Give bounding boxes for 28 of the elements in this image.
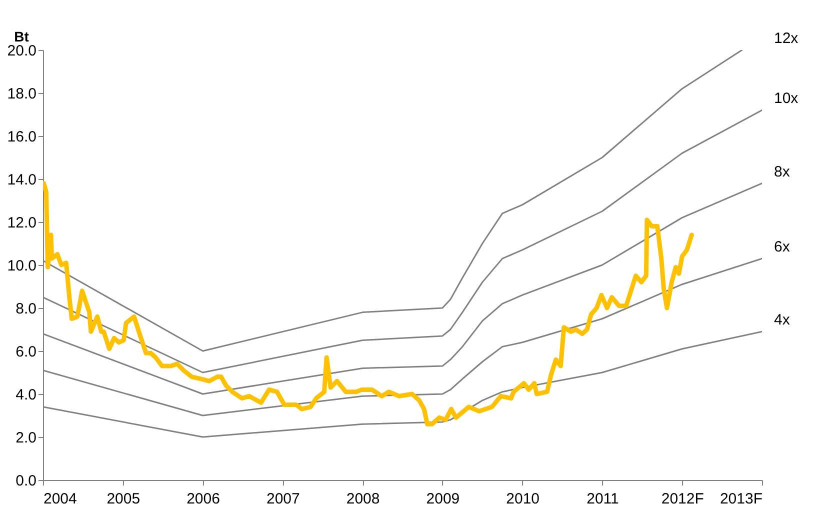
series-label: 4x xyxy=(774,312,790,329)
x-tick-label: 2006 xyxy=(186,490,220,508)
y-axis-title: Bt xyxy=(14,28,30,44)
x-tick-label: 2005 xyxy=(106,490,140,508)
y-tick-label: 14.0 xyxy=(7,172,36,188)
y-tick-label: 20.0 xyxy=(7,42,36,60)
x-tick-label: 2009 xyxy=(426,490,460,508)
x-tick-label: 2012F xyxy=(661,490,704,508)
y-tick-label: 16.0 xyxy=(7,128,36,146)
y-tick-label: 0.0 xyxy=(16,472,36,490)
y-tick-label: 6.0 xyxy=(16,344,36,360)
y-tick-label: 4.0 xyxy=(16,386,36,404)
series-label: 10x xyxy=(774,90,799,108)
y-tick-label: 8.0 xyxy=(16,300,36,318)
x-tick-label: 2010 xyxy=(506,490,540,508)
y-tick-label: 12.0 xyxy=(7,214,36,232)
x-tick-label: 2004 xyxy=(44,490,77,508)
x-tick-label: 2008 xyxy=(346,490,380,508)
series-label: 8x xyxy=(774,163,790,180)
y-tick-label: 18.0 xyxy=(7,86,36,102)
series-label: 6x xyxy=(774,238,790,256)
x-tick-label: 2011 xyxy=(586,490,619,508)
y-tick-label: 10.0 xyxy=(7,258,36,274)
text: 12x xyxy=(774,30,799,47)
x-tick-label: 2013F xyxy=(720,490,762,508)
y-tick-label: 2.0 xyxy=(16,430,36,446)
x-tick-label: 2007 xyxy=(266,490,300,508)
line-series xyxy=(43,181,694,426)
